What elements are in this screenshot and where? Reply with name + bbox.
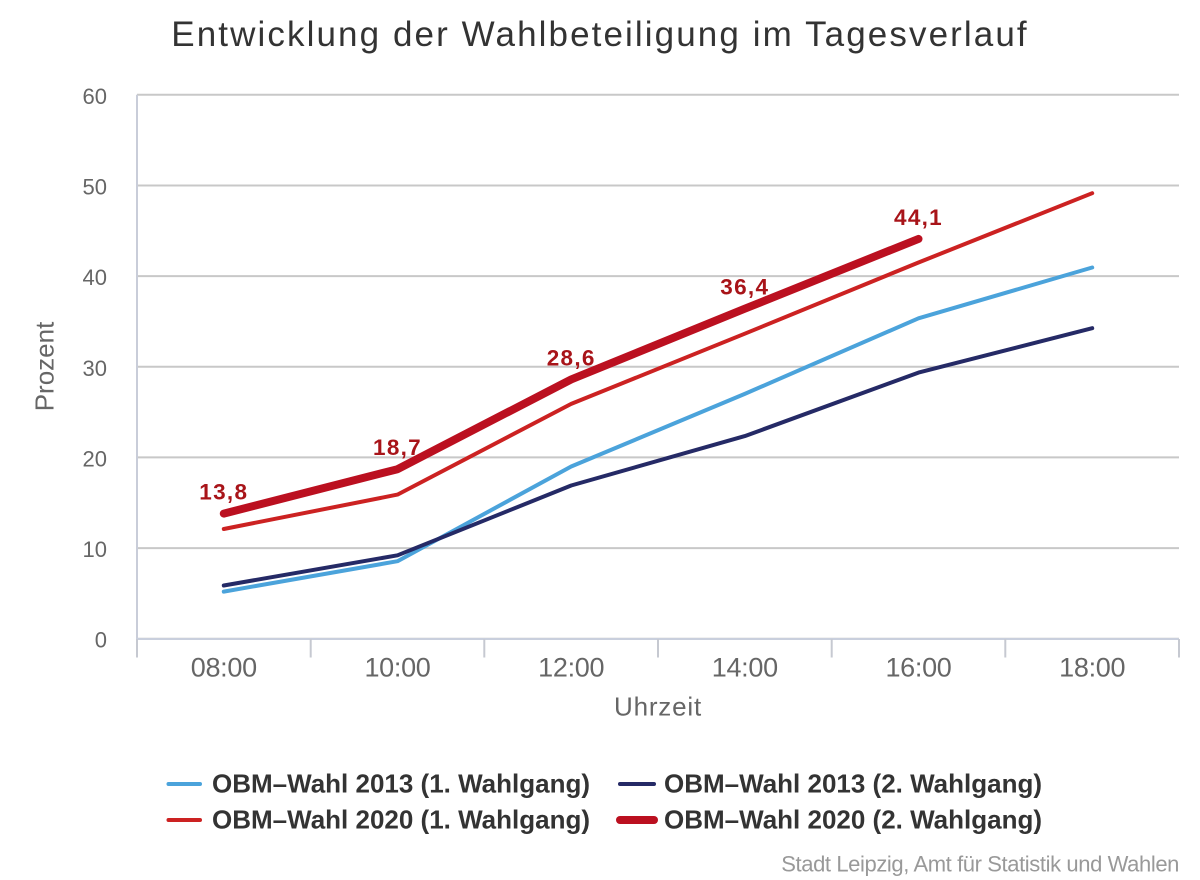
svg-text:16:00: 16:00 — [885, 653, 951, 683]
svg-text:13,8: 13,8 — [199, 480, 248, 505]
svg-text:08:00: 08:00 — [191, 653, 257, 683]
svg-text:OBM–Wahl 2013 (2. Wahlgang): OBM–Wahl 2013 (2. Wahlgang) — [664, 769, 1042, 799]
svg-text:OBM–Wahl 2020 (2. Wahlgang): OBM–Wahl 2020 (2. Wahlgang) — [664, 805, 1042, 835]
svg-text:10:00: 10:00 — [364, 653, 430, 683]
svg-text:12:00: 12:00 — [538, 653, 604, 683]
svg-text:30: 30 — [83, 356, 107, 381]
svg-text:OBM–Wahl 2013 (1. Wahlgang): OBM–Wahl 2013 (1. Wahlgang) — [212, 769, 590, 799]
svg-text:20: 20 — [83, 446, 107, 471]
svg-text:10: 10 — [83, 537, 107, 562]
svg-text:40: 40 — [83, 265, 107, 290]
svg-text:50: 50 — [83, 175, 107, 200]
svg-text:Stadt Leipzig, Amt für Statist: Stadt Leipzig, Amt für Statistik und Wah… — [781, 852, 1179, 877]
svg-text:Entwicklung der Wahlbeteiligun: Entwicklung der Wahlbeteiligung im Tages… — [171, 15, 1028, 54]
svg-text:14:00: 14:00 — [712, 653, 778, 683]
svg-text:OBM–Wahl 2020 (1. Wahlgang): OBM–Wahl 2020 (1. Wahlgang) — [212, 805, 590, 835]
svg-text:18,7: 18,7 — [373, 435, 422, 460]
svg-text:0: 0 — [95, 628, 107, 653]
svg-text:Prozent: Prozent — [30, 321, 60, 411]
svg-text:36,4: 36,4 — [720, 275, 769, 300]
svg-text:28,6: 28,6 — [547, 345, 596, 370]
svg-text:18:00: 18:00 — [1059, 653, 1125, 683]
svg-text:60: 60 — [83, 84, 107, 109]
svg-text:Uhrzeit: Uhrzeit — [614, 692, 702, 722]
svg-text:44,1: 44,1 — [894, 205, 943, 230]
